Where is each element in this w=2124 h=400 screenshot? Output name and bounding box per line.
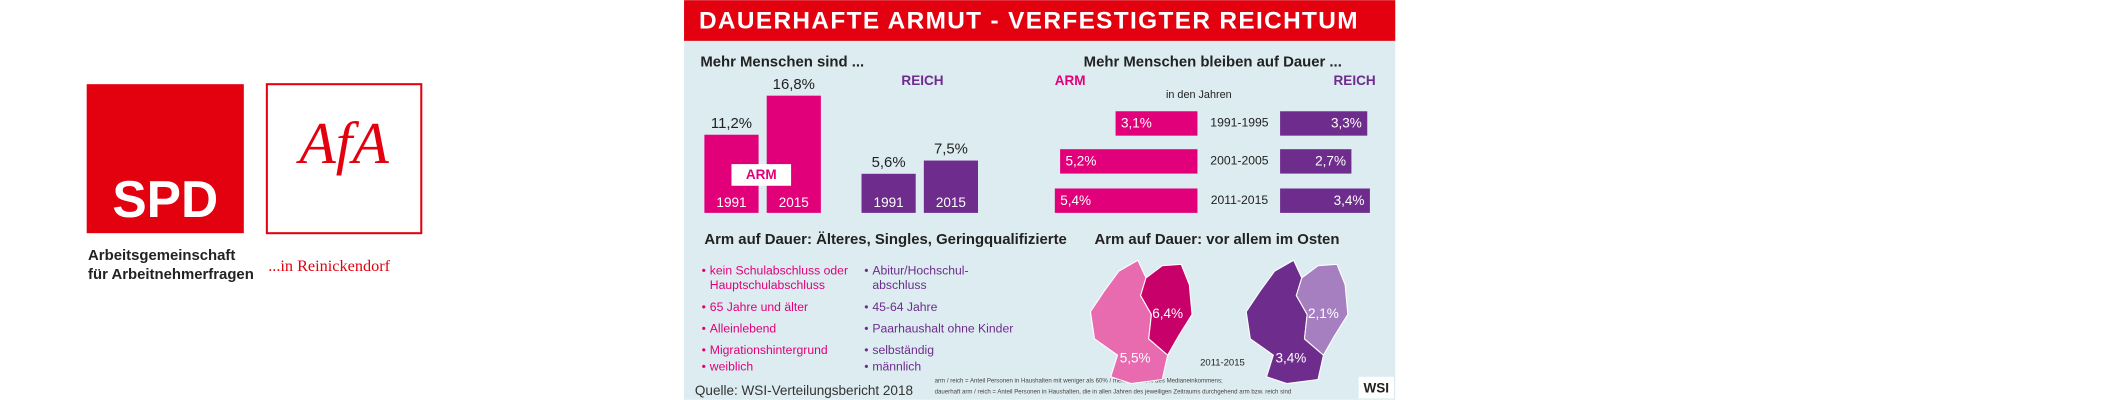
list-item: Migrationshintergrund <box>710 343 828 357</box>
footnote: arm / reich = Anteil Personen in Haushal… <box>935 377 1223 384</box>
year-label: 1991 <box>874 195 904 210</box>
bar <box>766 95 821 213</box>
spd-box <box>86 84 244 234</box>
infographic-title: DAUERHAFTE ARMUT - VERFESTIGTER REICHTUM <box>699 7 1359 34</box>
period: 2001-2005 <box>1210 154 1269 168</box>
list-item: männlich <box>872 360 921 374</box>
panel-title: Mehr Menschen sind ... <box>700 54 864 70</box>
bar <box>1280 111 1368 136</box>
bullet: • <box>702 322 706 336</box>
panel-title: Mehr Menschen bleiben auf Dauer ... <box>1084 54 1342 70</box>
list-item: 65 Jahre und älter <box>710 300 808 314</box>
header-bar <box>684 0 1396 41</box>
bullet: • <box>864 322 868 336</box>
afa-name: Arbeitsgemeinschaft <box>88 248 235 264</box>
publisher: WSI <box>1363 381 1389 396</box>
value-label: 3,1% <box>1121 116 1152 131</box>
period-label: in den Jahren <box>1166 89 1232 101</box>
value-label: 16,8% <box>773 77 815 93</box>
group-label-box <box>731 164 792 186</box>
bar <box>1280 188 1370 213</box>
afa-name: für Arbeitnehmerfragen <box>88 267 254 283</box>
value-label: 2,7% <box>1315 154 1346 169</box>
source: Quelle: WSI-Verteilungsbericht 2018 <box>695 383 913 398</box>
series-name: REICH <box>1334 73 1376 88</box>
year-label: 2015 <box>936 195 966 210</box>
map-period: 2011-2015 <box>1200 358 1245 369</box>
afa-box <box>265 83 423 235</box>
bar <box>1060 149 1198 174</box>
list-item: kein Schulabschluss oder <box>710 263 848 277</box>
bar <box>923 160 979 213</box>
bar <box>1280 149 1352 174</box>
panel-title: Arm auf Dauer: Älteres, Singles, Geringq… <box>704 231 1066 248</box>
bullet: • <box>702 263 706 277</box>
list-item: Alleinlebend <box>710 322 776 336</box>
bar <box>1115 111 1198 136</box>
value-label: 5,6% <box>872 155 906 171</box>
bullet: • <box>864 343 868 357</box>
map-label: 5,5% <box>1120 351 1151 366</box>
list-item: abschluss <box>872 278 926 292</box>
afa-text: AfA <box>295 110 389 176</box>
list-item: selbständig <box>872 343 934 357</box>
map-label: 3,4% <box>1276 351 1307 366</box>
bar <box>1054 188 1198 213</box>
bullet: • <box>864 263 868 277</box>
value-label: 7,5% <box>934 142 968 158</box>
bullet: • <box>864 360 868 374</box>
map-east <box>1295 263 1349 356</box>
year-label: 2015 <box>779 195 809 210</box>
year-label: 1991 <box>716 195 746 210</box>
period: 2011-2015 <box>1211 193 1269 207</box>
value-label: 11,2% <box>711 116 752 132</box>
group-label: ARM <box>746 167 777 182</box>
list-item: 45-64 Jahre <box>872 300 937 314</box>
panel-title: Arm auf Dauer: vor allem im Osten <box>1095 232 1340 248</box>
period: 1991-1995 <box>1210 116 1269 130</box>
value-label: 5,4% <box>1060 193 1091 208</box>
map-east <box>1139 263 1193 356</box>
map-label: 6,4% <box>1152 306 1183 321</box>
bar <box>861 173 916 213</box>
spd-text: SPD <box>112 170 218 228</box>
series-name: ARM <box>1055 73 1086 88</box>
value-label: 5,2% <box>1066 154 1097 169</box>
publisher-box <box>1358 376 1394 399</box>
location: ...in Reinickendorf <box>268 257 390 275</box>
bullet: • <box>864 300 868 314</box>
bullet: • <box>702 300 706 314</box>
value-label: 3,3% <box>1331 116 1362 131</box>
list-item: Abitur/Hochschul- <box>872 263 968 277</box>
bullet: • <box>702 360 706 374</box>
list-item: Paarhaushalt ohne Kinder <box>872 322 1013 336</box>
bullet: • <box>702 343 706 357</box>
value-label: 3,4% <box>1334 193 1365 208</box>
group-label: REICH <box>901 73 943 88</box>
list-item: Hauptschulabschluss <box>710 278 825 292</box>
map-label: 2,1% <box>1308 306 1339 321</box>
list-item: weiblich <box>709 360 753 374</box>
footnote: dauerhaft arm / reich = Anteil Personen … <box>935 388 1292 395</box>
